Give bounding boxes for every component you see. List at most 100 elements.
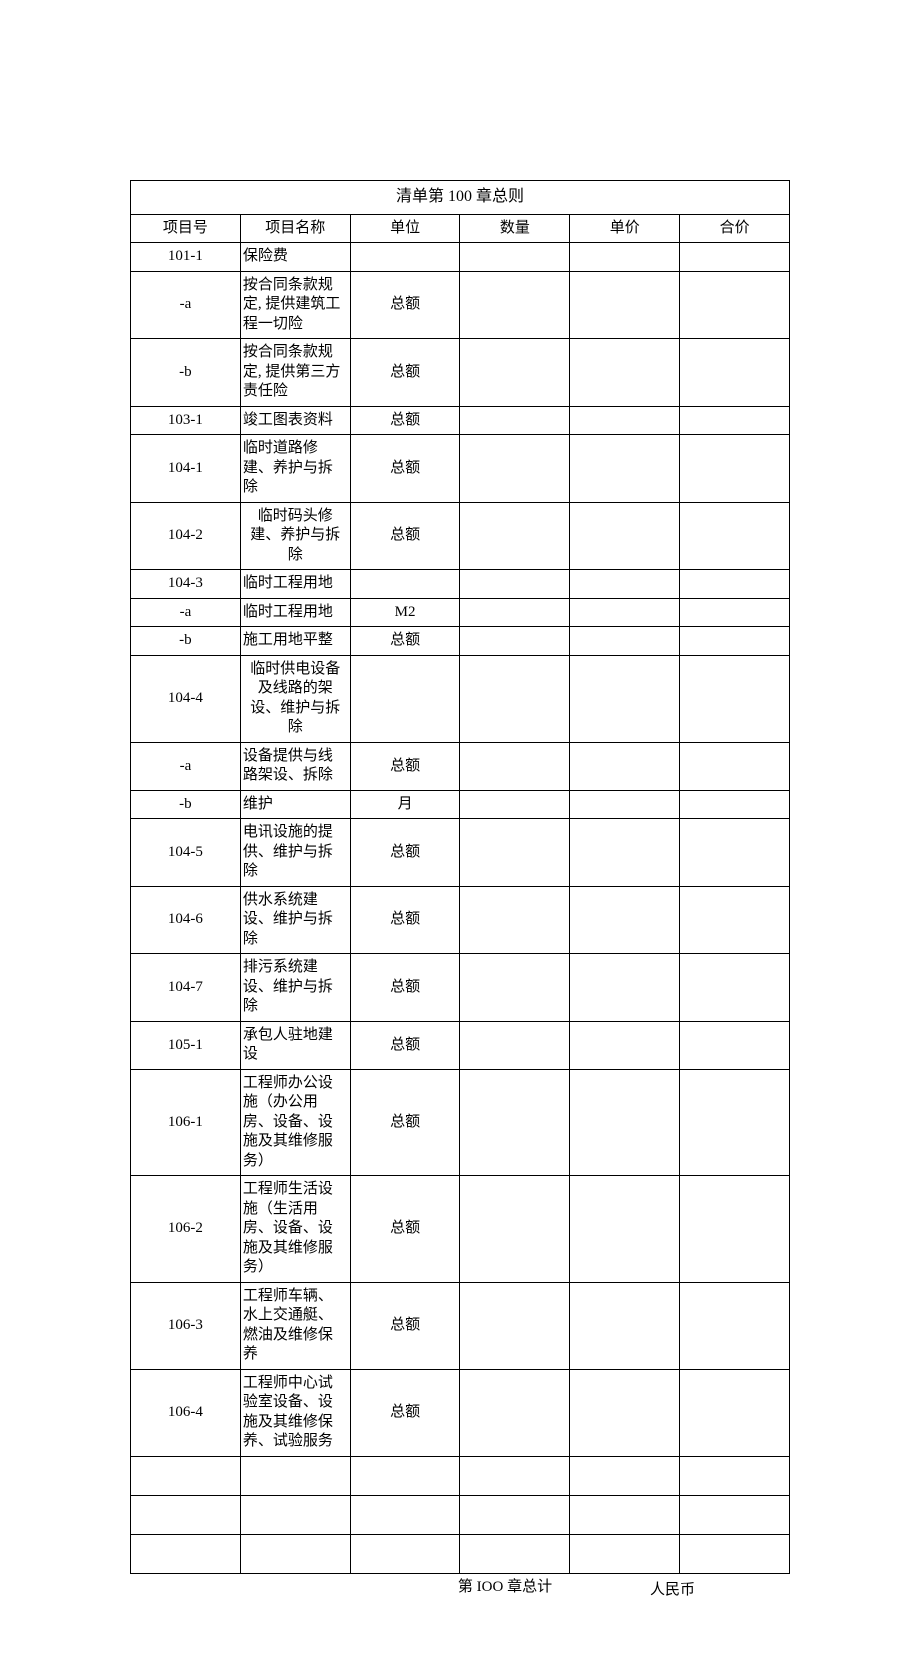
cell-empty <box>131 1495 241 1534</box>
cell-empty <box>350 1495 460 1534</box>
cell-qty <box>460 886 570 954</box>
table-title: 清单第 100 章总则 <box>131 181 790 215</box>
header-unit-price: 单价 <box>570 214 680 243</box>
cell-total-price <box>680 1069 790 1176</box>
cell-qty <box>460 627 570 656</box>
cell-id: 103-1 <box>131 406 241 435</box>
cell-id: 101-1 <box>131 243 241 272</box>
table-row: 106-1工程师办公设施（办公用房、设备、设施及其维修服务）总额 <box>131 1069 790 1176</box>
cell-name: 设备提供与线路架设、拆除 <box>240 742 350 790</box>
cell-qty <box>460 655 570 742</box>
cell-total-price <box>680 819 790 887</box>
cell-id: -b <box>131 627 241 656</box>
cell-name: 工程师中心试验室设备、设施及其维修保养、试验服务 <box>240 1369 350 1456</box>
cell-qty <box>460 1282 570 1369</box>
cell-name: 按合同条款规定, 提供建筑工程一切险 <box>240 271 350 339</box>
cell-id: 104-3 <box>131 570 241 599</box>
table-row: 104-2临时码头修建、养护与拆除总额 <box>131 502 790 570</box>
cell-id: -a <box>131 271 241 339</box>
cell-qty <box>460 790 570 819</box>
cell-id: -a <box>131 598 241 627</box>
cell-unit: 总额 <box>350 1176 460 1283</box>
cell-id: -b <box>131 339 241 407</box>
footer-currency-label: 人民币 <box>650 1578 695 1599</box>
cell-qty <box>460 954 570 1022</box>
cell-unit: 总额 <box>350 819 460 887</box>
cell-qty <box>460 1069 570 1176</box>
cell-id: 106-2 <box>131 1176 241 1283</box>
cell-unit <box>350 570 460 599</box>
cell-empty <box>240 1534 350 1573</box>
cell-id: 105-1 <box>131 1021 241 1069</box>
cell-unit-price <box>570 627 680 656</box>
cell-qty <box>460 819 570 887</box>
cell-unit: M2 <box>350 598 460 627</box>
table-row: 104-3临时工程用地 <box>131 570 790 599</box>
cell-unit-price <box>570 406 680 435</box>
cell-unit: 总额 <box>350 435 460 503</box>
cell-unit: 总额 <box>350 627 460 656</box>
table-row: 101-1保险费 <box>131 243 790 272</box>
cell-name: 竣工图表资料 <box>240 406 350 435</box>
header-total-price: 合价 <box>680 214 790 243</box>
table-row: -a设备提供与线路架设、拆除总额 <box>131 742 790 790</box>
cell-empty <box>350 1456 460 1495</box>
cell-empty <box>240 1456 350 1495</box>
cell-name: 排污系统建设、维护与拆除 <box>240 954 350 1022</box>
cell-empty <box>240 1495 350 1534</box>
table-footer: 第 IOO 章总计 人民币 <box>130 1578 790 1618</box>
cell-name: 电讯设施的提供、维护与拆除 <box>240 819 350 887</box>
cell-unit: 总额 <box>350 742 460 790</box>
cell-unit: 总额 <box>350 406 460 435</box>
cell-unit-price <box>570 886 680 954</box>
cell-qty <box>460 435 570 503</box>
table-row: 104-4临时供电设备及线路的架设、维护与拆除 <box>131 655 790 742</box>
cell-name: 按合同条款规定, 提供第三方责任险 <box>240 339 350 407</box>
table-row: 106-2工程师生活设施（生活用房、设备、设施及其维修服务）总额 <box>131 1176 790 1283</box>
cell-empty <box>460 1495 570 1534</box>
cell-empty <box>131 1534 241 1573</box>
cell-unit: 总额 <box>350 1021 460 1069</box>
cell-total-price <box>680 243 790 272</box>
cell-empty <box>460 1456 570 1495</box>
cell-id: -b <box>131 790 241 819</box>
cell-qty <box>460 243 570 272</box>
cell-qty <box>460 406 570 435</box>
table-empty-row <box>131 1456 790 1495</box>
cell-unit-price <box>570 954 680 1022</box>
cell-id: 104-1 <box>131 435 241 503</box>
cell-total-price <box>680 742 790 790</box>
cell-unit <box>350 243 460 272</box>
cell-name: 维护 <box>240 790 350 819</box>
cell-qty <box>460 271 570 339</box>
cell-unit: 总额 <box>350 502 460 570</box>
cell-unit-price <box>570 570 680 599</box>
cell-id: 104-4 <box>131 655 241 742</box>
table-row: 106-3工程师车辆、水上交通艇、燃油及维修保养总额 <box>131 1282 790 1369</box>
cell-id: -a <box>131 742 241 790</box>
cell-name: 供水系统建设、维护与拆除 <box>240 886 350 954</box>
bill-table: 清单第 100 章总则 项目号 项目名称 单位 数量 单价 合价 101-1保险… <box>130 180 790 1574</box>
cell-name: 工程师办公设施（办公用房、设备、设施及其维修服务） <box>240 1069 350 1176</box>
cell-total-price <box>680 1369 790 1456</box>
cell-empty <box>680 1495 790 1534</box>
cell-unit: 总额 <box>350 271 460 339</box>
cell-empty <box>131 1456 241 1495</box>
cell-empty <box>680 1456 790 1495</box>
cell-total-price <box>680 570 790 599</box>
cell-unit-price <box>570 1069 680 1176</box>
table-header-row: 项目号 项目名称 单位 数量 单价 合价 <box>131 214 790 243</box>
header-qty: 数量 <box>460 214 570 243</box>
cell-total-price <box>680 406 790 435</box>
cell-total-price <box>680 598 790 627</box>
cell-empty <box>680 1534 790 1573</box>
cell-total-price <box>680 655 790 742</box>
cell-unit <box>350 655 460 742</box>
cell-empty <box>460 1534 570 1573</box>
cell-unit-price <box>570 1282 680 1369</box>
cell-empty <box>570 1456 680 1495</box>
cell-unit: 总额 <box>350 1282 460 1369</box>
cell-empty <box>570 1495 680 1534</box>
cell-unit-price <box>570 598 680 627</box>
cell-id: 104-6 <box>131 886 241 954</box>
